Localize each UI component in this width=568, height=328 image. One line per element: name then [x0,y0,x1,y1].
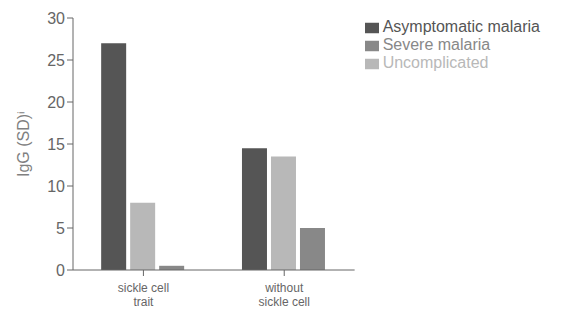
svg-text:25: 25 [47,52,65,69]
svg-text:5: 5 [56,220,65,237]
svg-text:30: 30 [47,10,65,27]
html-text:Asymptomatic malaria: Asymptomatic malaria [382,18,540,35]
html-text:Uncomplicated: Uncomplicated [382,54,489,71]
html-text:Severe malaria: Severe malaria [382,36,491,53]
svg-text:10: 10 [47,178,65,195]
svg-text:0: 0 [56,262,65,279]
svg-text:15: 15 [47,136,65,153]
svg-text:sickle celltrait: sickle celltrait [118,281,169,309]
svg-text:withoutsickle cell: withoutsickle cell [259,281,310,309]
svg-text:20: 20 [47,94,65,111]
svg-text:IgG (SD)ⁱ: IgG (SD)ⁱ [15,111,32,177]
